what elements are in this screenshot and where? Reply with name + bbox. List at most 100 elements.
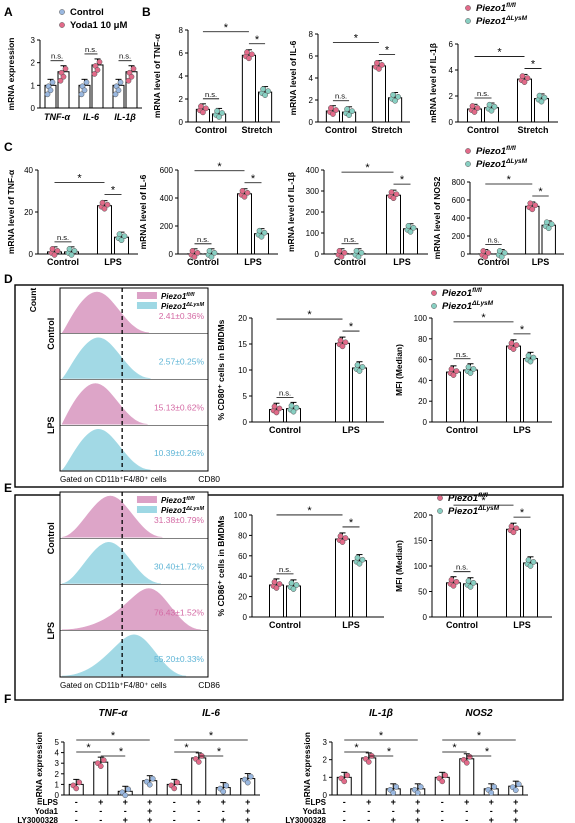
data-point — [346, 112, 352, 118]
legend-label-fl: Piezo1fl/fl — [161, 496, 195, 505]
data-point — [485, 250, 492, 256]
treatment-sign: + — [366, 797, 371, 807]
data-point — [256, 227, 263, 234]
data-point — [543, 219, 550, 226]
sig-label: * — [452, 742, 457, 754]
data-point — [293, 404, 300, 411]
sig-label: * — [251, 173, 256, 185]
x-tick-label: Control — [446, 620, 478, 630]
y-tick-label: 200 — [414, 511, 428, 520]
y-axis-label: MFI (Median) — [394, 344, 404, 396]
x-tick-label: LPS — [513, 425, 531, 435]
y-tick-label: 200 — [306, 208, 320, 217]
data-point — [130, 65, 137, 72]
data-point — [538, 98, 545, 105]
data-point — [71, 248, 78, 254]
x-tick-label: Control — [478, 257, 510, 267]
data-point — [336, 247, 343, 254]
data-point — [68, 252, 75, 258]
data-point — [527, 563, 534, 569]
sig-label: * — [379, 730, 384, 742]
data-point — [97, 763, 104, 769]
y-tick-label: 4 — [309, 74, 314, 83]
data-point — [453, 368, 460, 374]
data-point — [100, 757, 107, 763]
bar — [463, 369, 478, 423]
sig-label: * — [385, 45, 390, 57]
sig-label: * — [520, 324, 525, 336]
data-point — [189, 248, 196, 254]
x-tick-label: LPS — [513, 620, 531, 630]
treatment-label: Yoda1 — [35, 807, 59, 816]
data-point — [527, 358, 534, 365]
data-point — [128, 73, 135, 80]
y-tick-label: 8 — [309, 30, 314, 39]
sig-label: * — [354, 742, 359, 754]
x-tick-label: Control — [47, 257, 79, 267]
data-point — [376, 66, 382, 72]
treatment-sign: + — [98, 797, 103, 807]
x-tick-label: LPS — [104, 257, 122, 267]
sig-label: * — [111, 185, 116, 197]
data-point — [246, 55, 252, 62]
data-point — [118, 237, 125, 244]
bar — [335, 538, 350, 618]
flow-stat: 76.43±1.52% — [154, 608, 204, 618]
data-point — [486, 101, 493, 108]
treatment-sign: + — [415, 815, 420, 823]
treatment-sign: + — [221, 797, 226, 807]
data-point — [480, 248, 487, 254]
y-tick-label: 150 — [414, 537, 428, 546]
data-point — [244, 779, 251, 786]
y-tick-label: 600 — [160, 166, 174, 175]
treatment-sign: + — [513, 797, 518, 807]
bar — [446, 371, 461, 423]
flow-stat: 2.57±0.25% — [159, 357, 205, 367]
data-point — [338, 253, 345, 260]
data-point — [265, 88, 271, 94]
bar — [517, 78, 532, 123]
sig-label: * — [184, 742, 189, 754]
data-point — [488, 789, 495, 796]
y-tick-label: 100 — [234, 511, 248, 520]
treatment-sign: - — [99, 806, 102, 816]
y-tick-label: 4 — [55, 749, 60, 758]
x-tick-label: Control — [334, 257, 366, 267]
sig-label: * — [349, 321, 354, 333]
data-point — [271, 403, 278, 410]
flow-stat: 31.38±0.79% — [154, 515, 204, 525]
data-point — [379, 62, 385, 68]
data-point — [337, 533, 344, 539]
data-point — [101, 205, 108, 212]
data-point — [469, 103, 476, 109]
treatment-sign: - — [367, 806, 370, 816]
data-point — [349, 108, 355, 114]
treatment-sign: + — [415, 806, 420, 816]
data-point — [328, 105, 334, 111]
data-point — [467, 584, 474, 590]
count-label: Count — [28, 288, 38, 313]
data-point — [91, 71, 98, 77]
data-point — [208, 254, 215, 260]
data-point — [508, 340, 515, 346]
x-tick-label: Control — [187, 257, 219, 267]
bar — [386, 194, 401, 255]
y-tick-label: 0 — [243, 418, 248, 427]
panel-letter-d: D — [4, 272, 13, 286]
y-tick-label: 5 — [55, 738, 60, 747]
data-point — [342, 339, 349, 346]
y-tick-label: 60 — [238, 552, 247, 561]
legend-swatch-fl — [136, 292, 157, 299]
sig-label: * — [485, 746, 490, 758]
sig-label: * — [255, 34, 260, 46]
y-tick-label: 400 — [306, 166, 320, 175]
treatment-sign: + — [513, 806, 518, 816]
data-point — [223, 782, 230, 789]
data-point — [521, 79, 528, 85]
legend-swatch-lysm — [136, 302, 157, 309]
sig-label: * — [119, 746, 124, 758]
data-point — [496, 248, 503, 254]
data-point — [116, 231, 123, 238]
gate-label: Gated on CD11b⁺F4/80⁺ cells — [60, 475, 167, 484]
sig-label: * — [531, 58, 536, 70]
